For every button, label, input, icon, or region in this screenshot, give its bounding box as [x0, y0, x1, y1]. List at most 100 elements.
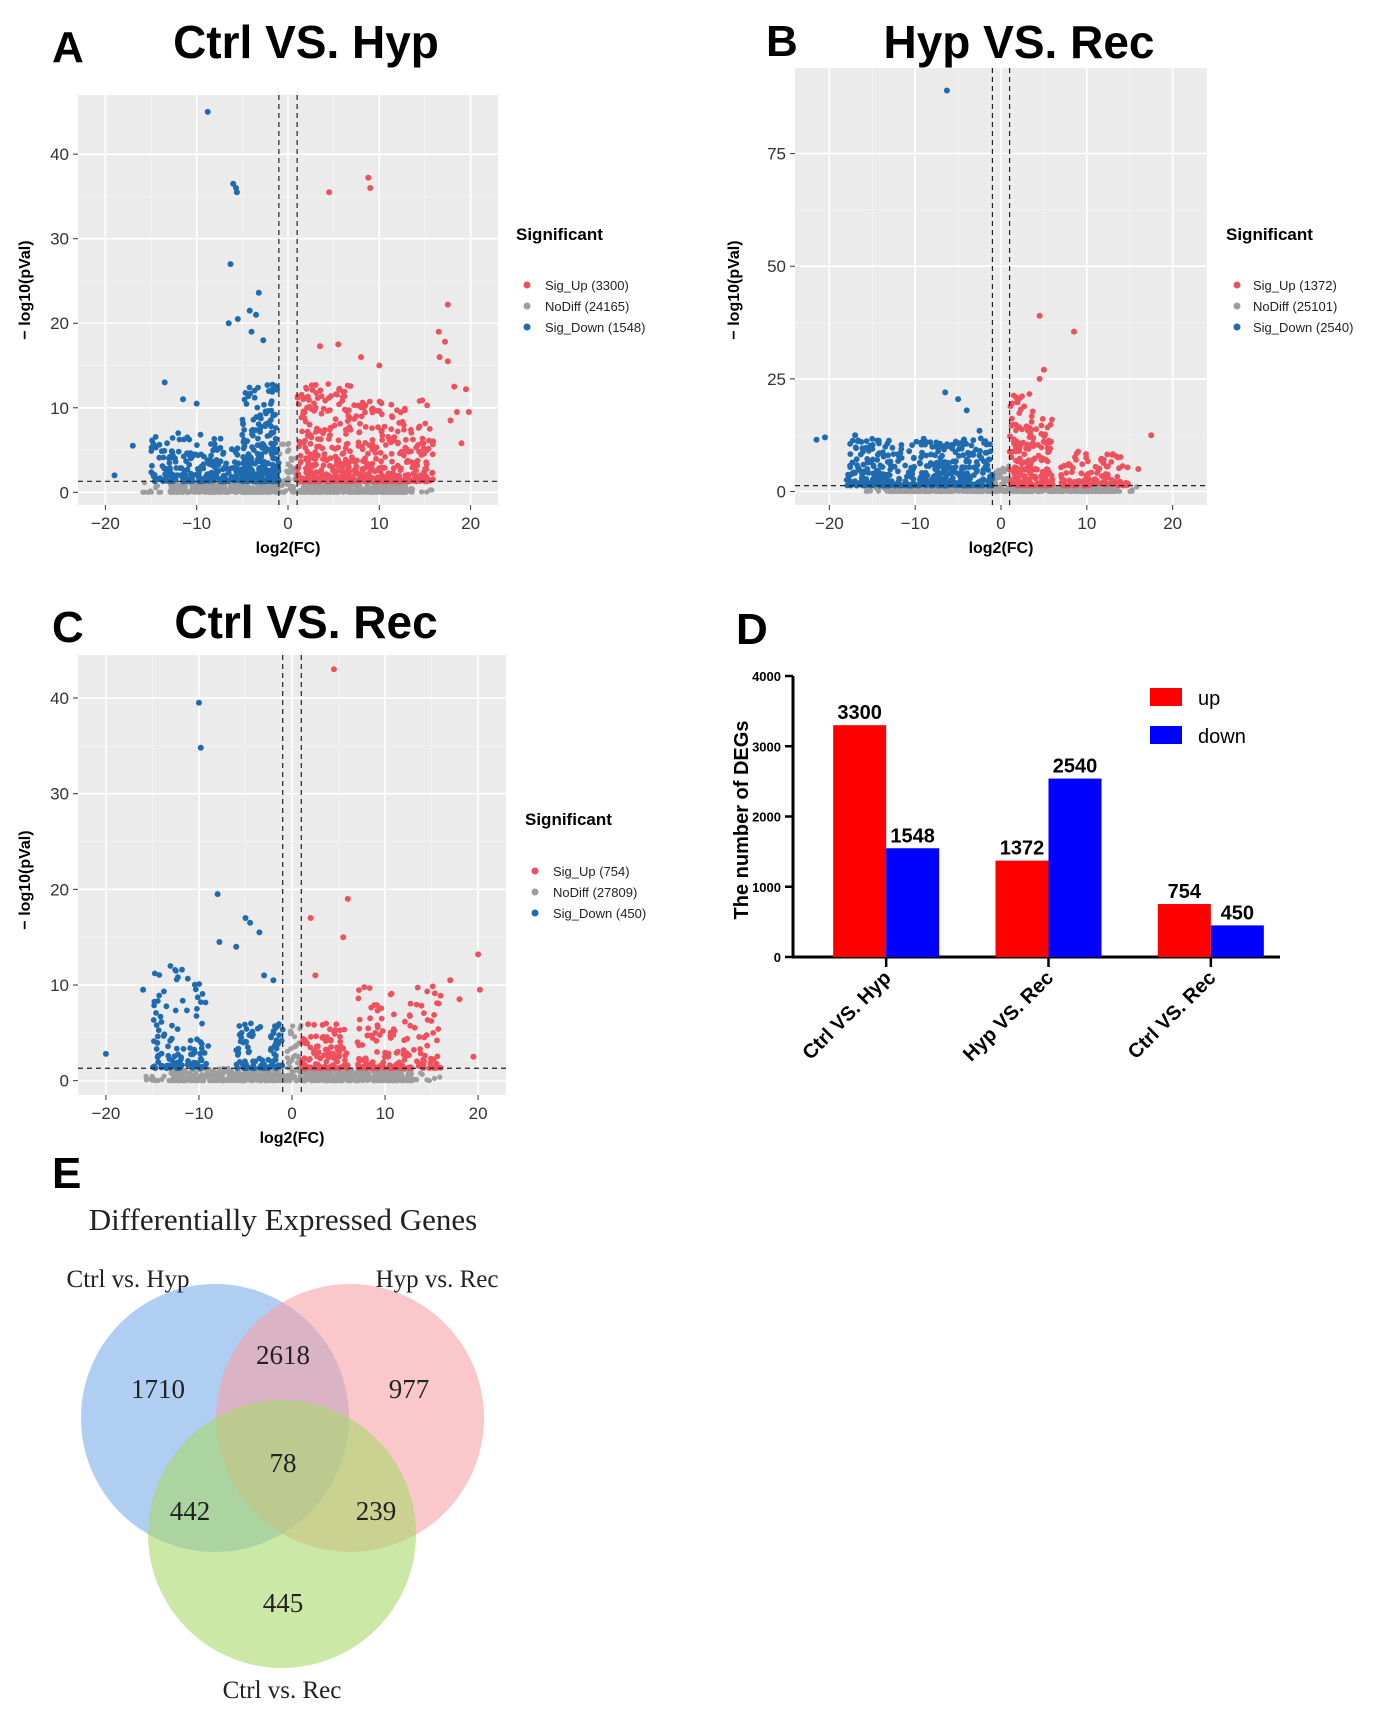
y-tick-label: 40	[50, 145, 69, 164]
point-sig-up	[378, 458, 384, 465]
point-nodiff	[983, 488, 990, 494]
point-sig-down	[231, 465, 238, 471]
point-sig-down	[927, 439, 934, 446]
point-sig-down	[953, 458, 959, 465]
point-sig-up	[400, 422, 407, 428]
bar-legend-swatch-up	[1150, 688, 1182, 706]
point-sig-down	[938, 470, 945, 476]
point-sig-down	[217, 435, 224, 442]
point-nodiff	[347, 1075, 353, 1081]
point-sig-up	[416, 398, 423, 404]
point-sig-down	[194, 442, 200, 448]
point-sig-down	[961, 482, 968, 489]
point-sig-up	[326, 407, 333, 414]
point-sig-down	[246, 1048, 253, 1055]
point-sig-down	[150, 473, 157, 480]
point-sig-down	[268, 423, 274, 430]
point-sig-up	[323, 1020, 330, 1027]
point-sig-up	[373, 455, 379, 462]
point-sig-up	[421, 1034, 427, 1041]
point-sig-up	[337, 1033, 343, 1040]
point-sig-down	[216, 939, 223, 945]
point-nodiff	[171, 489, 177, 495]
point-sig-up	[355, 439, 362, 446]
point-sig-up	[299, 428, 305, 435]
point-nodiff	[273, 1074, 279, 1080]
point-sig-up	[1075, 448, 1082, 455]
point-sig-up	[374, 1024, 381, 1031]
point-nodiff	[989, 487, 995, 493]
point-sig-down	[850, 470, 857, 477]
point-sig-up	[427, 1060, 434, 1067]
point-nodiff	[173, 1069, 179, 1075]
point-sig-up	[415, 1063, 422, 1069]
point-sig-up	[373, 444, 380, 451]
point-sig-up	[434, 1037, 440, 1044]
point-sig-down	[257, 464, 264, 471]
point-nodiff	[312, 1070, 319, 1076]
point-sig-up	[423, 459, 430, 466]
point-sig-down	[976, 452, 983, 459]
point-sig-up	[314, 395, 321, 401]
point-sig-up	[387, 1065, 394, 1071]
point-sig-down	[200, 477, 207, 484]
point-sig-up	[1104, 471, 1111, 478]
point-sig-up	[430, 1030, 437, 1036]
point-nodiff	[319, 1070, 325, 1076]
point-sig-up	[337, 1038, 344, 1045]
y-tick-label: 30	[50, 230, 69, 249]
point-sig-up	[1108, 480, 1115, 487]
point-sig-up	[318, 467, 325, 473]
point-sig-down	[168, 454, 175, 461]
point-sig-down	[822, 434, 828, 441]
point-sig-down	[175, 430, 182, 436]
point-sig-down	[235, 1049, 242, 1056]
point-nodiff	[142, 489, 148, 495]
point-sig-up	[1098, 458, 1105, 464]
point-sig-down	[963, 441, 970, 447]
point-sig-up	[359, 399, 366, 406]
x-tick-label: −20	[91, 1104, 120, 1123]
point-sig-down	[980, 476, 986, 483]
point-sig-up	[328, 1037, 334, 1043]
point-sig-down	[939, 452, 945, 459]
point-nodiff	[313, 1077, 319, 1083]
point-nodiff	[283, 1078, 289, 1084]
point-sig-up	[1035, 442, 1041, 448]
point-sig-down	[265, 470, 272, 477]
point-nodiff	[286, 478, 292, 484]
point-sig-down	[904, 481, 911, 488]
point-sig-down	[260, 337, 267, 344]
point-sig-down	[176, 436, 183, 443]
point-sig-down	[928, 451, 934, 458]
point-sig-up	[1018, 465, 1025, 472]
legend-c: Sig_Up (754) NoDiff (27809) Sig_Down (45…	[531, 864, 646, 921]
point-sig-up	[404, 457, 411, 464]
point-sig-up	[429, 451, 436, 458]
point-sig-down	[175, 448, 182, 455]
point-sig-up	[329, 444, 335, 451]
bar-y-tick-label: 3000	[752, 739, 781, 754]
point-sig-down	[935, 448, 942, 455]
point-sig-down	[158, 448, 165, 455]
point-sig-down	[184, 975, 191, 982]
point-sig-up	[362, 440, 369, 446]
point-sig-up	[401, 1037, 408, 1044]
point-sig-down	[261, 972, 268, 979]
point-sig-down	[977, 435, 984, 442]
point-nodiff	[273, 484, 279, 490]
point-sig-up	[414, 984, 421, 991]
point-nodiff	[1076, 488, 1083, 494]
point-sig-down	[270, 412, 276, 419]
point-sig-down	[220, 466, 226, 473]
point-nodiff	[307, 483, 313, 489]
point-sig-down	[240, 439, 247, 445]
point-sig-down	[258, 454, 265, 460]
point-sig-up	[378, 1015, 385, 1022]
point-sig-down	[220, 451, 226, 457]
point-sig-down	[960, 452, 967, 458]
point-sig-down	[156, 972, 163, 978]
point-sig-down	[166, 460, 173, 466]
bar-down	[1048, 778, 1102, 957]
point-nodiff	[285, 461, 291, 467]
